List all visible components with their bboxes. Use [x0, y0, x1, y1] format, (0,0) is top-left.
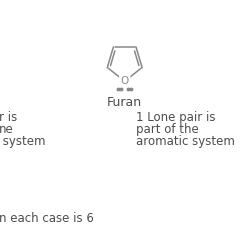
Text: aromatic system: aromatic system: [136, 135, 235, 148]
Text: Furan: Furan: [107, 96, 142, 109]
Text: O: O: [120, 76, 129, 86]
Text: part of the: part of the: [136, 123, 199, 136]
Text: ne: ne: [0, 123, 14, 136]
Text: n each case is 6: n each case is 6: [0, 212, 94, 226]
Text: r is: r is: [0, 111, 17, 124]
Text: system: system: [0, 135, 46, 148]
Text: 1 Lone pair is: 1 Lone pair is: [136, 111, 216, 124]
